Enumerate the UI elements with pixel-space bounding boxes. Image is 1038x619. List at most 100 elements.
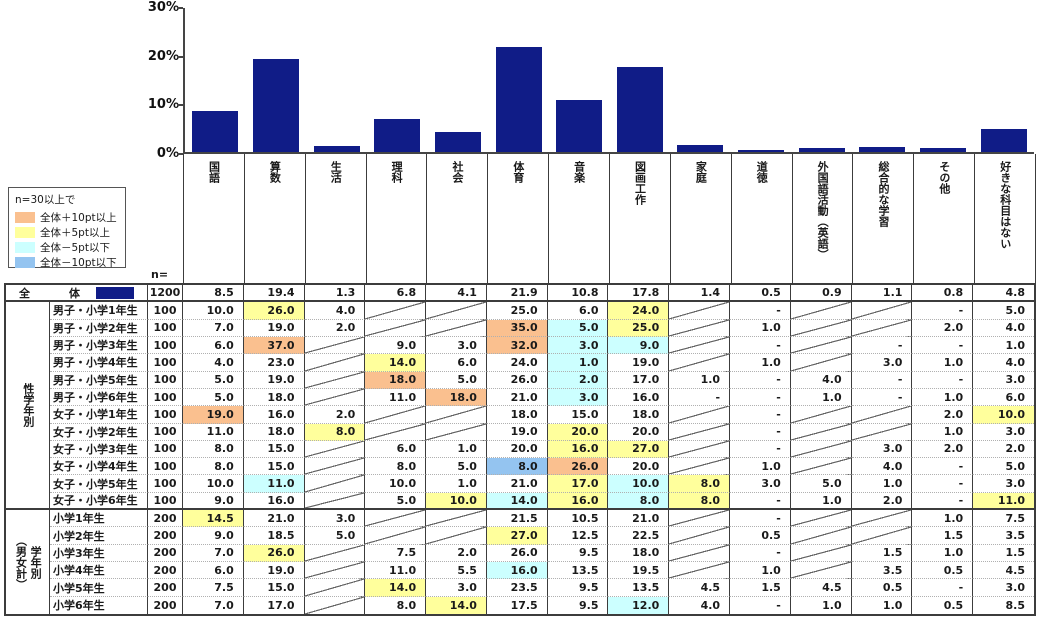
table-cell: 5.0 bbox=[973, 458, 1034, 476]
table-cell: - bbox=[912, 475, 974, 493]
table-cell: 1.0 bbox=[912, 423, 974, 441]
category-label-text: 総合的な学習 bbox=[876, 161, 890, 227]
table-cell: 18.0 bbox=[608, 544, 670, 563]
table-cell: 6.8 bbox=[365, 285, 427, 303]
row-n: 100 bbox=[148, 354, 183, 372]
bar-10 bbox=[738, 149, 785, 152]
legend-item: 全体＋5pt以上 bbox=[15, 225, 120, 240]
table-cell: 6.0 bbox=[547, 302, 609, 320]
table-cell: 7.5 bbox=[183, 579, 244, 597]
table-cell: 7.5 bbox=[973, 510, 1034, 528]
table-cell: 17.0 bbox=[547, 475, 609, 493]
row-n: 100 bbox=[148, 388, 183, 407]
table-cell: 11.0 bbox=[183, 423, 244, 441]
table-cell: 3.0 bbox=[851, 354, 913, 372]
diagonal-cell bbox=[304, 371, 366, 389]
table-cell: 0.8 bbox=[912, 285, 974, 303]
diagonal-cell bbox=[426, 406, 487, 424]
table-cell: 22.5 bbox=[608, 527, 670, 545]
category-label-text: 算数 bbox=[268, 161, 282, 183]
table-cell: 0.5 bbox=[912, 562, 974, 580]
table-cell: 13.5 bbox=[608, 579, 670, 597]
table-cell: 19.5 bbox=[608, 562, 670, 580]
table-cell: 5.0 bbox=[365, 492, 427, 511]
bar-slot bbox=[791, 8, 852, 152]
table-cell: 0.5 bbox=[730, 527, 791, 545]
table-cell: 1.0 bbox=[852, 596, 913, 614]
table-cell: 1.0 bbox=[730, 354, 791, 372]
legend-swatch-p10 bbox=[15, 212, 35, 223]
table-cell: 1.0 bbox=[669, 371, 731, 389]
bar-12 bbox=[859, 146, 906, 152]
row-label: 女子・小学4年生 bbox=[50, 458, 148, 476]
table-cell: 32.0 bbox=[486, 336, 548, 355]
category-label: 図画工作 bbox=[610, 154, 671, 283]
row-n: 100 bbox=[148, 458, 183, 476]
table-cell: - bbox=[912, 336, 974, 355]
table-cell: 3.0 bbox=[973, 579, 1034, 597]
table-cell: 1.0 bbox=[790, 492, 852, 511]
table-cell: 8.0 bbox=[365, 596, 427, 614]
row-label: 男子・小学2年生 bbox=[50, 319, 148, 337]
table-cell: - bbox=[730, 544, 791, 563]
legend-title: n=30以上で bbox=[15, 194, 76, 206]
table-cell: 3.0 bbox=[973, 475, 1034, 493]
table-cell: 1.0 bbox=[790, 388, 852, 407]
table-cell: - bbox=[730, 596, 791, 614]
row-n: 200 bbox=[148, 544, 183, 563]
table-cell: 11.0 bbox=[243, 475, 305, 493]
table-cell: 5.0 bbox=[183, 388, 244, 407]
legend-item-label: 全体＋5pt以上 bbox=[40, 227, 110, 239]
table-cell: 10.0 bbox=[183, 475, 244, 493]
row-label: 男子・小学5年生 bbox=[50, 371, 148, 389]
table-cell: 21.0 bbox=[243, 510, 305, 528]
table-cell: - bbox=[851, 336, 913, 355]
diagonal-cell bbox=[304, 492, 366, 511]
table-cell: - bbox=[912, 492, 974, 511]
table-cell: 1.0 bbox=[912, 354, 974, 372]
row-label: 男子・小学1年生 bbox=[50, 302, 148, 320]
category-label: 好きな科目はない bbox=[975, 154, 1037, 283]
diagonal-cell bbox=[669, 544, 731, 563]
table-cell: - bbox=[851, 371, 913, 389]
table-cell: 10.5 bbox=[547, 510, 609, 528]
legend: n=30以上で 全体＋10pt以上 全体＋5pt以上 全体－5pt以下 全体－10pt… bbox=[8, 187, 126, 269]
total-row-n: 1200 bbox=[148, 285, 183, 303]
table-cell: 14.0 bbox=[365, 354, 427, 372]
table-cell: 6.0 bbox=[973, 389, 1034, 407]
table-cell: 21.5 bbox=[486, 510, 548, 528]
table-cell: 14.5 bbox=[183, 510, 244, 528]
legend-item-label: 全体－10pt以下 bbox=[40, 257, 117, 269]
row-n: 100 bbox=[148, 423, 183, 441]
diagonal-cell bbox=[790, 319, 852, 337]
table-cell: 12.0 bbox=[608, 596, 670, 614]
bar-1 bbox=[192, 111, 239, 152]
table-cell: 26.0 bbox=[243, 302, 305, 320]
table-cell: 14.0 bbox=[426, 596, 487, 614]
bar-7 bbox=[556, 100, 603, 152]
table-cell: 2.0 bbox=[426, 544, 487, 563]
bar-slot bbox=[852, 8, 913, 152]
category-label: 道徳 bbox=[732, 154, 793, 283]
group-label-text: 学年別 bbox=[29, 545, 43, 579]
table-cell: 16.0 bbox=[243, 406, 305, 424]
row-n: 100 bbox=[148, 440, 183, 459]
table-cell: 4.0 bbox=[973, 354, 1034, 372]
category-label-text: 理科 bbox=[390, 161, 404, 183]
diagonal-cell bbox=[790, 440, 852, 459]
bar-slot bbox=[731, 8, 792, 152]
table-cell: 17.5 bbox=[487, 596, 548, 614]
diagonal-cell bbox=[790, 510, 852, 528]
row-n: 100 bbox=[148, 319, 183, 337]
table-cell: 24.0 bbox=[486, 354, 548, 372]
table-cell: 16.0 bbox=[608, 388, 670, 407]
bar-slot bbox=[367, 8, 428, 152]
group-label: （男女計） 学年別 bbox=[6, 510, 50, 614]
table-cell: 3.5 bbox=[973, 527, 1034, 545]
table-cell: 19.4 bbox=[243, 285, 305, 303]
y-tick-mark bbox=[177, 104, 183, 107]
table-cell: 1.0 bbox=[730, 319, 791, 337]
table-cell: 1.0 bbox=[973, 337, 1034, 355]
table-cell: 10.0 bbox=[365, 475, 427, 493]
table-cell: 8.0 bbox=[669, 475, 731, 493]
